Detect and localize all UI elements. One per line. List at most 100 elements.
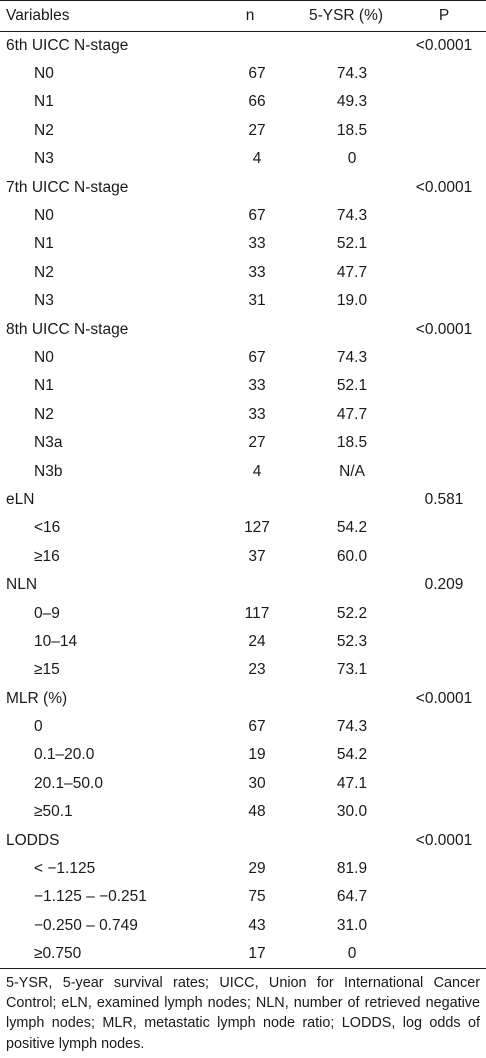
row-label: N3a <box>34 434 63 452</box>
table-row: N2 27 18.5 <box>0 117 486 145</box>
header-5ysr: 5-YSR (%) <box>290 0 402 32</box>
row-p-cell <box>402 117 486 145</box>
row-n: 75 <box>248 888 266 906</box>
row-p-cell <box>402 543 486 571</box>
row-5ysr: 74.3 <box>336 207 368 225</box>
row-5ysr: 52.1 <box>336 235 368 253</box>
row-5ysr: 52.2 <box>336 604 368 622</box>
row-5ysr: 49.3 <box>336 93 368 111</box>
row-p-cell <box>402 372 486 400</box>
row-p-cell <box>402 429 486 457</box>
row-p-cell <box>402 940 486 969</box>
table-row: ≥16 37 60.0 <box>0 543 486 571</box>
row-label: ≥50.1 <box>34 803 73 821</box>
row-n: 66 <box>248 93 266 111</box>
row-p-cell <box>402 770 486 798</box>
group-header-row: MLR (%) <0.0001 <box>0 684 486 712</box>
row-5ysr: 74.3 <box>336 65 368 83</box>
row-n: 29 <box>248 860 266 878</box>
group-label: 7th UICC N-stage <box>6 178 129 196</box>
group-p-value: <0.0001 <box>415 178 473 196</box>
group-header-row: NLN 0.209 <box>0 571 486 599</box>
row-5ysr: 54.2 <box>336 746 368 764</box>
table-row: N2 33 47.7 <box>0 259 486 287</box>
row-n: 17 <box>210 940 290 969</box>
row-p-cell <box>402 883 486 911</box>
row-p-cell <box>402 713 486 741</box>
header-variables: Variables <box>0 0 210 32</box>
table-footnote: 5-YSR, 5-year survival rates; UICC, Unio… <box>6 974 480 1052</box>
group-header-row: eLN 0.581 <box>0 486 486 514</box>
group-p-value: 0.209 <box>424 576 464 594</box>
row-p-cell <box>402 401 486 429</box>
row-label: N1 <box>34 377 54 395</box>
row-label: N1 <box>34 235 54 253</box>
row-n: 67 <box>248 718 266 736</box>
row-label: N0 <box>34 207 54 225</box>
row-label: 0 <box>34 718 43 736</box>
row-p-cell <box>402 457 486 485</box>
row-5ysr: 47.1 <box>336 774 368 792</box>
group-label: 8th UICC N-stage <box>6 320 129 338</box>
row-5ysr: 18.5 <box>336 434 368 452</box>
table-row: <16 127 54.2 <box>0 514 486 542</box>
table-row: −1.125 – −0.251 75 64.7 <box>0 883 486 911</box>
row-label: < −1.125 <box>34 860 96 878</box>
table-row: N0 67 74.3 <box>0 344 486 372</box>
row-p-cell <box>402 628 486 656</box>
table-row: N1 33 52.1 <box>0 230 486 258</box>
row-label: N3 <box>34 150 54 168</box>
group-ysr-cell <box>290 486 402 514</box>
group-label: MLR (%) <box>6 689 68 707</box>
header-n: n <box>210 0 290 32</box>
row-n: 48 <box>248 803 266 821</box>
table-row: ≥15 23 73.1 <box>0 656 486 684</box>
row-p-cell <box>402 798 486 826</box>
row-label: N2 <box>34 121 54 139</box>
group-ysr-cell <box>290 571 402 599</box>
row-5ysr: 47.7 <box>336 405 368 423</box>
row-5ysr: 60.0 <box>336 547 368 565</box>
row-5ysr: 31.0 <box>336 916 368 934</box>
table-row: N0 67 74.3 <box>0 60 486 88</box>
group-n-cell <box>210 684 290 712</box>
row-p-cell <box>402 259 486 287</box>
row-5ysr: 64.7 <box>336 888 368 906</box>
table-row: 0.1–20.0 19 54.2 <box>0 741 486 769</box>
group-label: eLN <box>6 490 35 508</box>
row-label: N2 <box>34 405 54 423</box>
table-row: < −1.125 29 81.9 <box>0 855 486 883</box>
row-n: 67 <box>248 207 266 225</box>
row-label: ≥0.750 <box>0 940 210 969</box>
group-header-row: 8th UICC N-stage <0.0001 <box>0 315 486 343</box>
row-n: 24 <box>248 632 266 650</box>
table-row: −0.250 – 0.749 43 31.0 <box>0 912 486 940</box>
row-label: 10–14 <box>34 632 78 650</box>
row-label: −0.250 – 0.749 <box>34 916 138 934</box>
table-row: N1 66 49.3 <box>0 88 486 116</box>
row-n: 67 <box>248 65 266 83</box>
table-row: N0 67 74.3 <box>0 202 486 230</box>
row-label: ≥15 <box>34 661 60 679</box>
row-n: 31 <box>248 292 266 310</box>
table-row: N3 4 0 <box>0 145 486 173</box>
row-n: 127 <box>244 519 270 537</box>
row-5ysr: 0 <box>290 940 402 969</box>
group-label: LODDS <box>6 831 60 849</box>
row-p-cell <box>402 60 486 88</box>
row-n: 33 <box>248 405 266 423</box>
header-p: P <box>402 0 486 32</box>
table-row: N1 33 52.1 <box>0 372 486 400</box>
row-p-cell <box>402 202 486 230</box>
table-header: Variables n 5-YSR (%) P <box>0 0 486 32</box>
group-n-cell <box>210 315 290 343</box>
group-ysr-cell <box>290 684 402 712</box>
row-n: 30 <box>248 774 266 792</box>
row-label: 0–9 <box>34 604 60 622</box>
row-5ysr: 47.7 <box>336 263 368 281</box>
table-row: ≥0.750 17 0 <box>0 940 486 969</box>
row-label: N2 <box>34 263 54 281</box>
row-p-cell <box>402 599 486 627</box>
row-p-cell <box>402 741 486 769</box>
table-row: 0 67 74.3 <box>0 713 486 741</box>
